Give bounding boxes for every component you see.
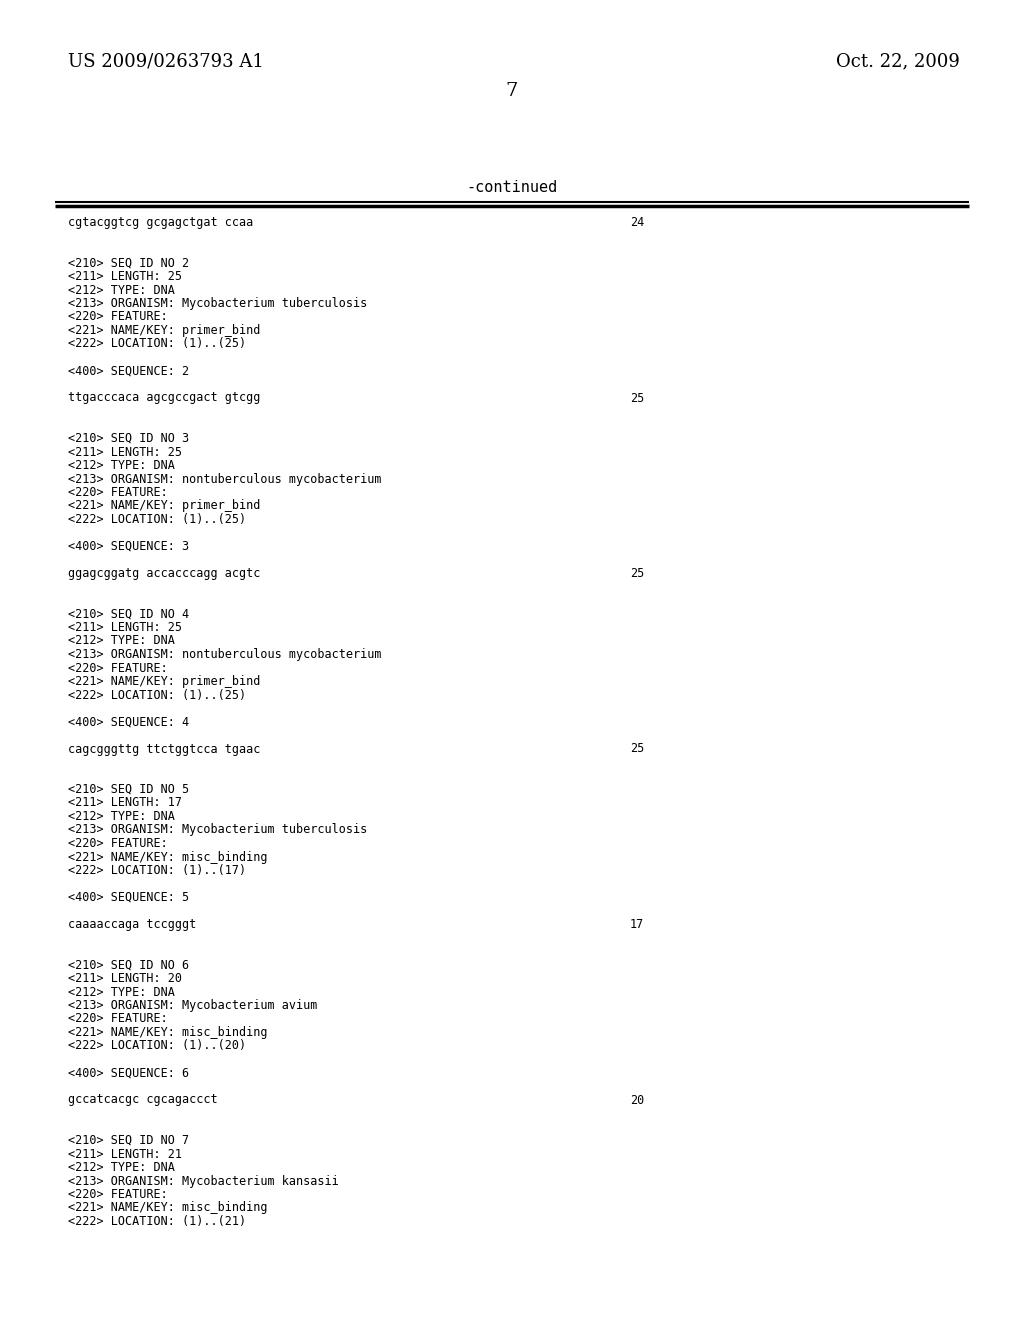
- Text: US 2009/0263793 A1: US 2009/0263793 A1: [68, 51, 264, 70]
- Text: <222> LOCATION: (1)..(21): <222> LOCATION: (1)..(21): [68, 1214, 246, 1228]
- Text: gccatcacgc cgcagaccct: gccatcacgc cgcagaccct: [68, 1093, 218, 1106]
- Text: <212> TYPE: DNA: <212> TYPE: DNA: [68, 810, 175, 822]
- Text: <220> FEATURE:: <220> FEATURE:: [68, 1012, 168, 1026]
- Text: <211> LENGTH: 25: <211> LENGTH: 25: [68, 271, 182, 282]
- Text: <222> LOCATION: (1)..(17): <222> LOCATION: (1)..(17): [68, 865, 246, 876]
- Text: <220> FEATURE:: <220> FEATURE:: [68, 486, 168, 499]
- Text: <211> LENGTH: 20: <211> LENGTH: 20: [68, 972, 182, 985]
- Text: <212> TYPE: DNA: <212> TYPE: DNA: [68, 986, 175, 998]
- Text: <211> LENGTH: 25: <211> LENGTH: 25: [68, 620, 182, 634]
- Text: <213> ORGANISM: Mycobacterium tuberculosis: <213> ORGANISM: Mycobacterium tuberculos…: [68, 824, 368, 837]
- Text: <210> SEQ ID NO 6: <210> SEQ ID NO 6: [68, 958, 189, 972]
- Text: <400> SEQUENCE: 4: <400> SEQUENCE: 4: [68, 715, 189, 729]
- Text: <220> FEATURE:: <220> FEATURE:: [68, 310, 168, 323]
- Text: <212> TYPE: DNA: <212> TYPE: DNA: [68, 635, 175, 648]
- Text: <220> FEATURE:: <220> FEATURE:: [68, 1188, 168, 1201]
- Text: 25: 25: [630, 392, 644, 404]
- Text: <221> NAME/KEY: primer_bind: <221> NAME/KEY: primer_bind: [68, 675, 260, 688]
- Text: <210> SEQ ID NO 5: <210> SEQ ID NO 5: [68, 783, 189, 796]
- Text: 20: 20: [630, 1093, 644, 1106]
- Text: <220> FEATURE:: <220> FEATURE:: [68, 661, 168, 675]
- Text: <210> SEQ ID NO 4: <210> SEQ ID NO 4: [68, 607, 189, 620]
- Text: <213> ORGANISM: Mycobacterium kansasii: <213> ORGANISM: Mycobacterium kansasii: [68, 1175, 339, 1188]
- Text: <210> SEQ ID NO 2: <210> SEQ ID NO 2: [68, 256, 189, 269]
- Text: Oct. 22, 2009: Oct. 22, 2009: [837, 51, 961, 70]
- Text: 7: 7: [506, 82, 518, 100]
- Text: <221> NAME/KEY: primer_bind: <221> NAME/KEY: primer_bind: [68, 499, 260, 512]
- Text: <211> LENGTH: 25: <211> LENGTH: 25: [68, 446, 182, 458]
- Text: <212> TYPE: DNA: <212> TYPE: DNA: [68, 284, 175, 297]
- Text: 25: 25: [630, 742, 644, 755]
- Text: <211> LENGTH: 17: <211> LENGTH: 17: [68, 796, 182, 809]
- Text: 17: 17: [630, 917, 644, 931]
- Text: <213> ORGANISM: Mycobacterium tuberculosis: <213> ORGANISM: Mycobacterium tuberculos…: [68, 297, 368, 310]
- Text: <213> ORGANISM: nontuberculous mycobacterium: <213> ORGANISM: nontuberculous mycobacte…: [68, 648, 382, 661]
- Text: <400> SEQUENCE: 5: <400> SEQUENCE: 5: [68, 891, 189, 904]
- Text: cagcgggttg ttctggtcca tgaac: cagcgggttg ttctggtcca tgaac: [68, 742, 260, 755]
- Text: <222> LOCATION: (1)..(25): <222> LOCATION: (1)..(25): [68, 338, 246, 351]
- Text: ttgacccaca agcgccgact gtcgg: ttgacccaca agcgccgact gtcgg: [68, 392, 260, 404]
- Text: <222> LOCATION: (1)..(25): <222> LOCATION: (1)..(25): [68, 513, 246, 525]
- Text: <222> LOCATION: (1)..(20): <222> LOCATION: (1)..(20): [68, 1040, 246, 1052]
- Text: <400> SEQUENCE: 2: <400> SEQUENCE: 2: [68, 364, 189, 378]
- Text: <221> NAME/KEY: misc_binding: <221> NAME/KEY: misc_binding: [68, 850, 267, 863]
- Text: caaaaccaga tccgggt: caaaaccaga tccgggt: [68, 917, 197, 931]
- Text: 25: 25: [630, 568, 644, 579]
- Text: 24: 24: [630, 216, 644, 228]
- Text: <212> TYPE: DNA: <212> TYPE: DNA: [68, 459, 175, 473]
- Text: <210> SEQ ID NO 7: <210> SEQ ID NO 7: [68, 1134, 189, 1147]
- Text: cgtacggtcg gcgagctgat ccaa: cgtacggtcg gcgagctgat ccaa: [68, 216, 253, 228]
- Text: <212> TYPE: DNA: <212> TYPE: DNA: [68, 1162, 175, 1173]
- Text: ggagcggatg accacccagg acgtc: ggagcggatg accacccagg acgtc: [68, 568, 260, 579]
- Text: <220> FEATURE:: <220> FEATURE:: [68, 837, 168, 850]
- Text: -continued: -continued: [466, 180, 558, 195]
- Text: <211> LENGTH: 21: <211> LENGTH: 21: [68, 1147, 182, 1160]
- Text: <221> NAME/KEY: misc_binding: <221> NAME/KEY: misc_binding: [68, 1026, 267, 1039]
- Text: <221> NAME/KEY: misc_binding: <221> NAME/KEY: misc_binding: [68, 1201, 267, 1214]
- Text: <400> SEQUENCE: 6: <400> SEQUENCE: 6: [68, 1067, 189, 1080]
- Text: <213> ORGANISM: Mycobacterium avium: <213> ORGANISM: Mycobacterium avium: [68, 999, 317, 1012]
- Text: <222> LOCATION: (1)..(25): <222> LOCATION: (1)..(25): [68, 689, 246, 701]
- Text: <213> ORGANISM: nontuberculous mycobacterium: <213> ORGANISM: nontuberculous mycobacte…: [68, 473, 382, 486]
- Text: <221> NAME/KEY: primer_bind: <221> NAME/KEY: primer_bind: [68, 323, 260, 337]
- Text: <400> SEQUENCE: 3: <400> SEQUENCE: 3: [68, 540, 189, 553]
- Text: <210> SEQ ID NO 3: <210> SEQ ID NO 3: [68, 432, 189, 445]
